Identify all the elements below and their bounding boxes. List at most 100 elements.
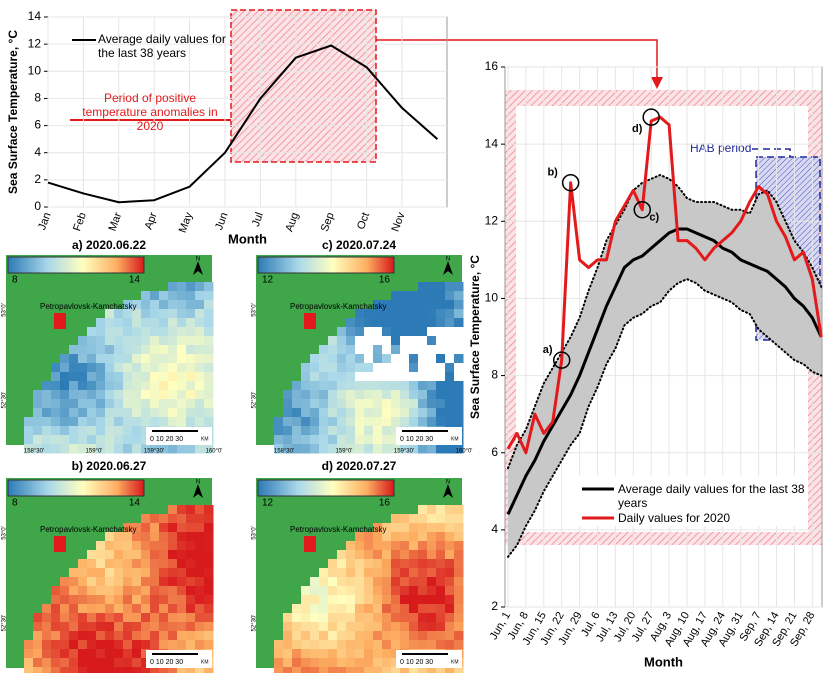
pixel (301, 604, 311, 614)
pixel (445, 363, 455, 373)
colorbar (7, 256, 145, 274)
pixel (292, 631, 302, 641)
pixel (364, 435, 374, 445)
pixel (51, 631, 61, 641)
pixel (78, 622, 88, 632)
pixel (436, 640, 446, 650)
pixel (168, 568, 178, 578)
pixel (204, 345, 214, 355)
pixel (391, 622, 401, 632)
pixel (436, 372, 446, 382)
pixel (24, 417, 34, 427)
pixel (69, 354, 79, 364)
pixel (409, 390, 419, 400)
pixel (24, 658, 34, 668)
pixel (141, 336, 151, 346)
pixel (292, 399, 302, 409)
pixel (177, 354, 187, 364)
pixel (78, 444, 88, 454)
pixel (382, 417, 392, 427)
pixel (409, 532, 419, 542)
line (506, 115, 823, 455)
pixel (123, 300, 133, 310)
pixel (60, 604, 70, 614)
pixel (346, 604, 356, 614)
pixel (87, 327, 97, 337)
pixel (204, 595, 214, 605)
pixel (87, 408, 97, 418)
pixel (51, 604, 61, 614)
pixel (292, 604, 302, 614)
pixel (168, 336, 178, 346)
pixel (445, 318, 455, 328)
pixel (42, 417, 52, 427)
pixel (301, 372, 311, 382)
pixel (337, 327, 347, 337)
lon-label: 158°30' (274, 449, 294, 455)
pixel (436, 318, 446, 328)
pixel (400, 514, 410, 524)
pixel (150, 363, 160, 373)
annotation-circle (642, 108, 660, 126)
pixel (274, 444, 284, 454)
pixel (186, 336, 196, 346)
pixel (159, 523, 169, 533)
pixel (114, 408, 124, 418)
x-tick-label: Nov (390, 210, 408, 233)
pixel (427, 300, 437, 310)
pixel (328, 604, 338, 614)
pixel (346, 613, 356, 623)
pixel (114, 345, 124, 355)
pixel (346, 649, 356, 659)
pixel (204, 336, 214, 346)
pixel (132, 595, 142, 605)
pixel (204, 550, 214, 560)
pixel (400, 408, 410, 418)
pixel (123, 658, 133, 668)
pixel (418, 300, 428, 310)
scale-label: 0 10 20 30 (150, 436, 183, 443)
pixel (328, 631, 338, 641)
pixel (195, 318, 205, 328)
pixel (373, 399, 383, 409)
pixel (418, 577, 428, 587)
pixel (87, 363, 97, 373)
y-tick-label: 6 (491, 445, 498, 459)
pixel (400, 417, 410, 427)
pixel (310, 667, 320, 673)
pixel (373, 559, 383, 569)
colorbar (257, 256, 395, 274)
pixel (454, 541, 464, 551)
pixel (51, 586, 61, 596)
pixel (373, 667, 383, 673)
pixel (373, 309, 383, 319)
pixel (123, 327, 133, 337)
pixel (346, 426, 356, 436)
pixel (33, 435, 43, 445)
pixel (96, 399, 106, 409)
pixel (436, 613, 446, 623)
colorbar-max: 14 (129, 275, 141, 286)
pixel (123, 523, 133, 533)
pixel (283, 435, 293, 445)
pixel (391, 568, 401, 578)
pixel (42, 426, 52, 436)
pixel (177, 381, 187, 391)
pixel (87, 604, 97, 614)
pixel (436, 514, 446, 524)
pixel (418, 390, 428, 400)
pixel (204, 363, 214, 373)
pixel (96, 426, 106, 436)
pixel (454, 595, 464, 605)
pixel (292, 613, 302, 623)
pixel (60, 595, 70, 605)
pixel (78, 640, 88, 650)
pixel (105, 532, 115, 542)
pixel (69, 658, 79, 668)
pixel (400, 318, 410, 328)
pixel (204, 604, 214, 614)
pixel (364, 631, 374, 641)
pixel (400, 390, 410, 400)
pixel (400, 309, 410, 319)
